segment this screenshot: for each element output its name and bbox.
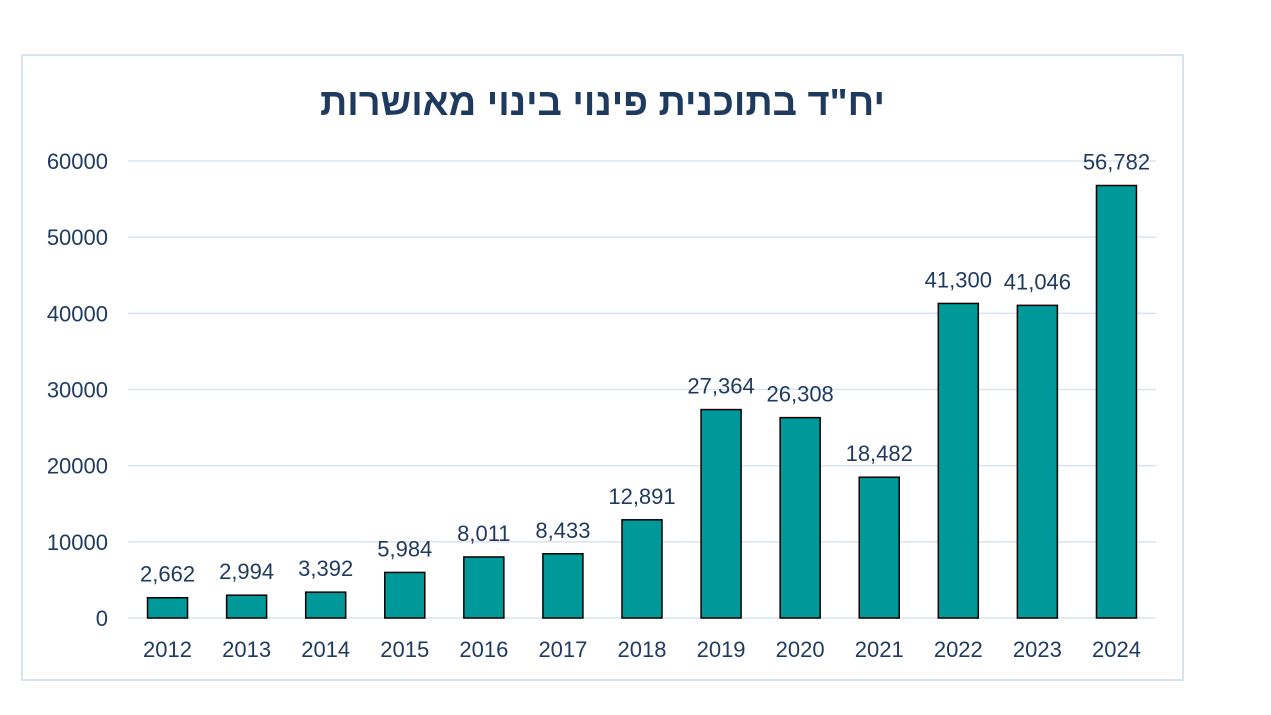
x-tick-label: 2022 — [934, 637, 983, 662]
bars — [146, 184, 1138, 619]
data-label: 2,994 — [219, 559, 274, 584]
y-tick-label: 20000 — [47, 454, 108, 479]
data-label: 26,308 — [767, 382, 834, 407]
x-tick-label: 2018 — [618, 637, 667, 662]
data-labels: 2,662 2,994 3,392 5,984 8,011 8,433 12,891 27,3… — [140, 150, 1150, 587]
bar — [542, 553, 584, 619]
x-tick-label: 2019 — [697, 637, 746, 662]
data-label: 27,364 — [687, 374, 754, 399]
chart-title: יח"ד בתוכנית פינוי בינוי מאושרות — [319, 82, 885, 124]
x-tick-label: 2015 — [380, 637, 429, 662]
data-label: 41,300 — [925, 267, 992, 292]
y-tick-label: 40000 — [47, 301, 108, 326]
x-tick-label: 2013 — [222, 637, 271, 662]
bar — [225, 594, 268, 619]
x-tick-label: 2016 — [459, 637, 508, 662]
data-label: 18,482 — [846, 441, 913, 466]
data-label: 41,046 — [1004, 269, 1071, 294]
x-tick-label: 2020 — [776, 637, 825, 662]
y-tick-label: 30000 — [47, 378, 108, 403]
y-tick-label: 50000 — [47, 225, 108, 250]
bar — [700, 408, 742, 619]
bar — [463, 556, 505, 619]
bar — [858, 476, 900, 619]
x-tick-label: 2021 — [855, 637, 904, 662]
bar — [937, 302, 980, 619]
data-label: 12,891 — [608, 484, 675, 509]
bar — [146, 596, 189, 619]
bar — [304, 591, 347, 619]
x-tick-label: 2017 — [538, 637, 587, 662]
y-tick-label: 60000 — [47, 149, 108, 174]
x-tick-label: 2014 — [301, 637, 350, 662]
bar — [621, 519, 663, 619]
chart-frame — [21, 54, 1184, 681]
data-label: 8,433 — [535, 518, 590, 543]
grid-lines — [128, 160, 1156, 619]
bar — [1095, 184, 1138, 619]
data-label: 2,662 — [140, 562, 195, 587]
y-axis-ticks: 0 10000 20000 30000 40000 50000 60000 — [47, 149, 108, 631]
data-label: 3,392 — [298, 556, 353, 581]
x-axis-ticks: 2012 2013 2014 2015 2016 2017 2018 2019 2020 2021… — [143, 637, 1141, 662]
data-label: 8,011 — [457, 521, 510, 546]
x-tick-label: 2024 — [1092, 637, 1141, 662]
bar — [779, 416, 821, 619]
data-label: 56,782 — [1083, 150, 1150, 175]
data-label: 5,984 — [377, 536, 432, 561]
y-tick-label: 10000 — [47, 530, 108, 555]
x-tick-label: 2012 — [143, 637, 192, 662]
bar — [1016, 304, 1059, 619]
x-tick-label: 2023 — [1013, 637, 1062, 662]
bar — [384, 571, 426, 619]
y-tick-label: 0 — [96, 606, 108, 631]
